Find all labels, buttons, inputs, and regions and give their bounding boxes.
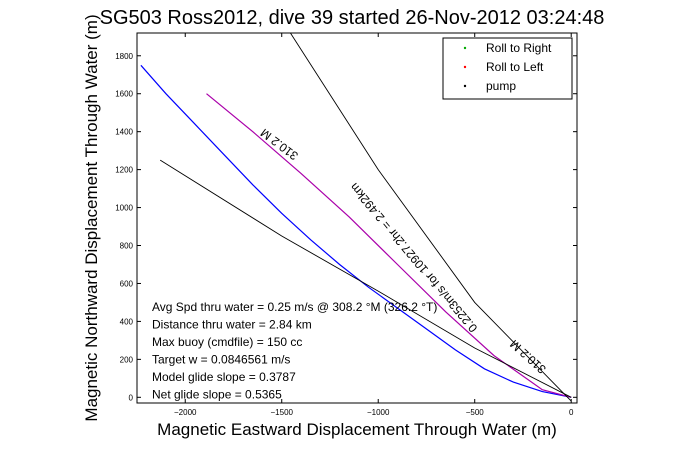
legend-marker	[463, 46, 467, 50]
dive-summary-note: Avg Spd thru water = 0.25 m/s @ 308.2 °M…	[152, 300, 437, 314]
y-tick-label: 1800	[115, 52, 133, 61]
y-ticks: 0 200 400 600 800 1000 1200 1400 1600 1800	[115, 52, 577, 402]
y-tick-label: 200	[120, 355, 134, 364]
notes-layer: Avg Spd thru water = 0.25 m/s @ 308.2 °M…	[152, 300, 437, 402]
x-tick-label: −1000	[367, 408, 390, 417]
legend-label: Roll to Right	[486, 41, 552, 55]
x-tick-label: −2000	[174, 408, 197, 417]
y-tick-label: 1000	[115, 204, 133, 213]
legend-label: pump	[486, 79, 516, 93]
chart-title: SG503 Ross2012, dive 39 started 26-Nov-2…	[100, 7, 605, 29]
series-track-line	[140, 64, 572, 398]
plot-frame	[136, 32, 578, 404]
legend: Roll to Right Roll to Left pump	[442, 37, 573, 100]
series-layer	[140, 33, 572, 402]
y-tick-label: 800	[120, 242, 134, 251]
x-tick-label: 0	[569, 408, 574, 417]
dive-summary-note: Net glide slope = 0.5365	[152, 388, 282, 402]
legend-marker	[463, 65, 467, 69]
y-tick-label: 1400	[115, 128, 133, 137]
y-axis-label: Magnetic Northward Displacement Through …	[82, 14, 101, 421]
series-reference-line	[289, 33, 572, 402]
dive-summary-note: Target w = 0.0846561 m/s	[152, 353, 290, 367]
dive-summary-note: Model glide slope = 0.3787	[152, 370, 296, 384]
x-ticks: −2000 −1500 −1000 −500 0	[174, 33, 574, 417]
legend-marker	[463, 84, 467, 88]
series-track-left-line	[206, 93, 572, 398]
legend-label: Roll to Left	[486, 60, 544, 74]
dive-summary-note: Distance thru water = 2.84 km	[152, 318, 312, 332]
series-reference-line	[159, 159, 572, 398]
x-tick-label: −1500	[271, 408, 294, 417]
x-tick-label: −500	[466, 408, 485, 417]
y-tick-label: 400	[120, 317, 134, 326]
dive-summary-note: Max buoy (cmdfile) = 150 cc	[152, 335, 302, 349]
y-tick-label: 0	[129, 393, 134, 402]
y-tick-label: 1600	[115, 90, 133, 99]
y-tick-label: 1200	[115, 166, 133, 175]
y-tick-label: 600	[120, 279, 134, 288]
x-axis-label: Magnetic Eastward Displacement Through W…	[157, 420, 557, 439]
